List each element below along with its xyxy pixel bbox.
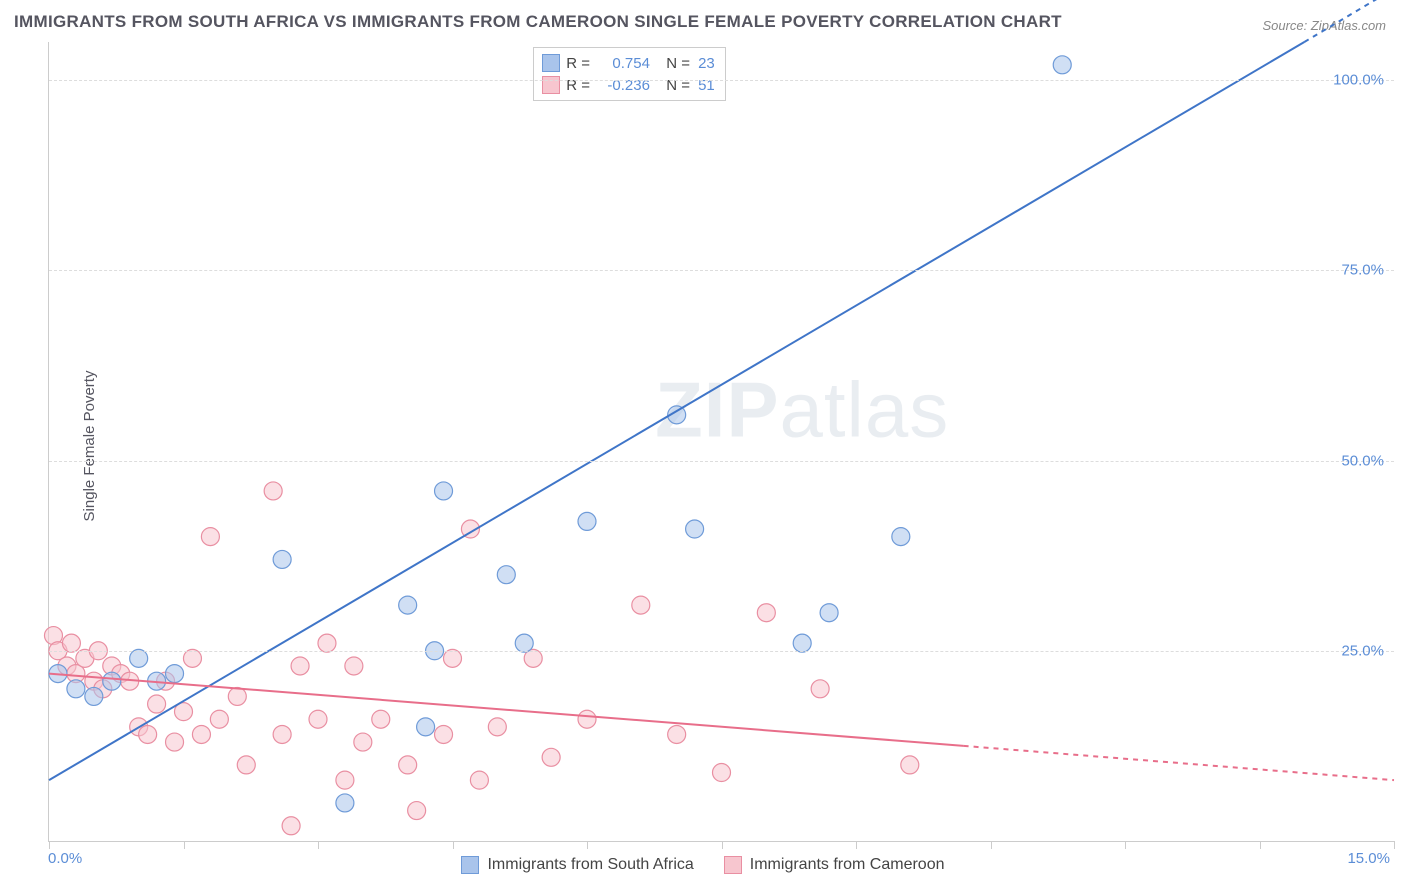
chart-title: IMMIGRANTS FROM SOUTH AFRICA VS IMMIGRAN… [14, 12, 1062, 32]
legend-label-series1: Immigrants from South Africa [487, 856, 693, 874]
plot-area: ZIPatlas R = 0.754 N = 23 R = -0.236 N =… [48, 42, 1394, 842]
swatch-series1-icon [461, 856, 479, 874]
legend-label-series2: Immigrants from Cameroon [750, 856, 945, 874]
legend-item-series2: Immigrants from Cameroon [724, 856, 945, 874]
y-tick-label: 50.0% [1341, 452, 1384, 469]
r-label: R = [566, 55, 590, 72]
stat-row-series2: R = -0.236 N = 51 [542, 74, 715, 96]
y-tick-label: 100.0% [1333, 72, 1384, 89]
swatch-series1-icon [542, 54, 560, 72]
r-value-series1: 0.754 [594, 55, 650, 72]
swatch-series2-icon [724, 856, 742, 874]
r-value-series2: -0.236 [594, 77, 650, 94]
y-tick-label: 75.0% [1341, 262, 1384, 279]
r-label: R = [566, 77, 590, 94]
y-tick-label: 25.0% [1341, 642, 1384, 659]
bottom-legend: Immigrants from South Africa Immigrants … [0, 856, 1406, 874]
n-label: N = [666, 77, 690, 94]
swatch-series2-icon [542, 76, 560, 94]
stat-legend: R = 0.754 N = 23 R = -0.236 N = 51 [533, 47, 726, 101]
stat-row-series1: R = 0.754 N = 23 [542, 52, 715, 74]
n-value-series1: 23 [694, 55, 715, 72]
n-label: N = [666, 55, 690, 72]
chart-svg [49, 42, 1394, 841]
n-value-series2: 51 [694, 77, 715, 94]
legend-item-series1: Immigrants from South Africa [461, 856, 693, 874]
